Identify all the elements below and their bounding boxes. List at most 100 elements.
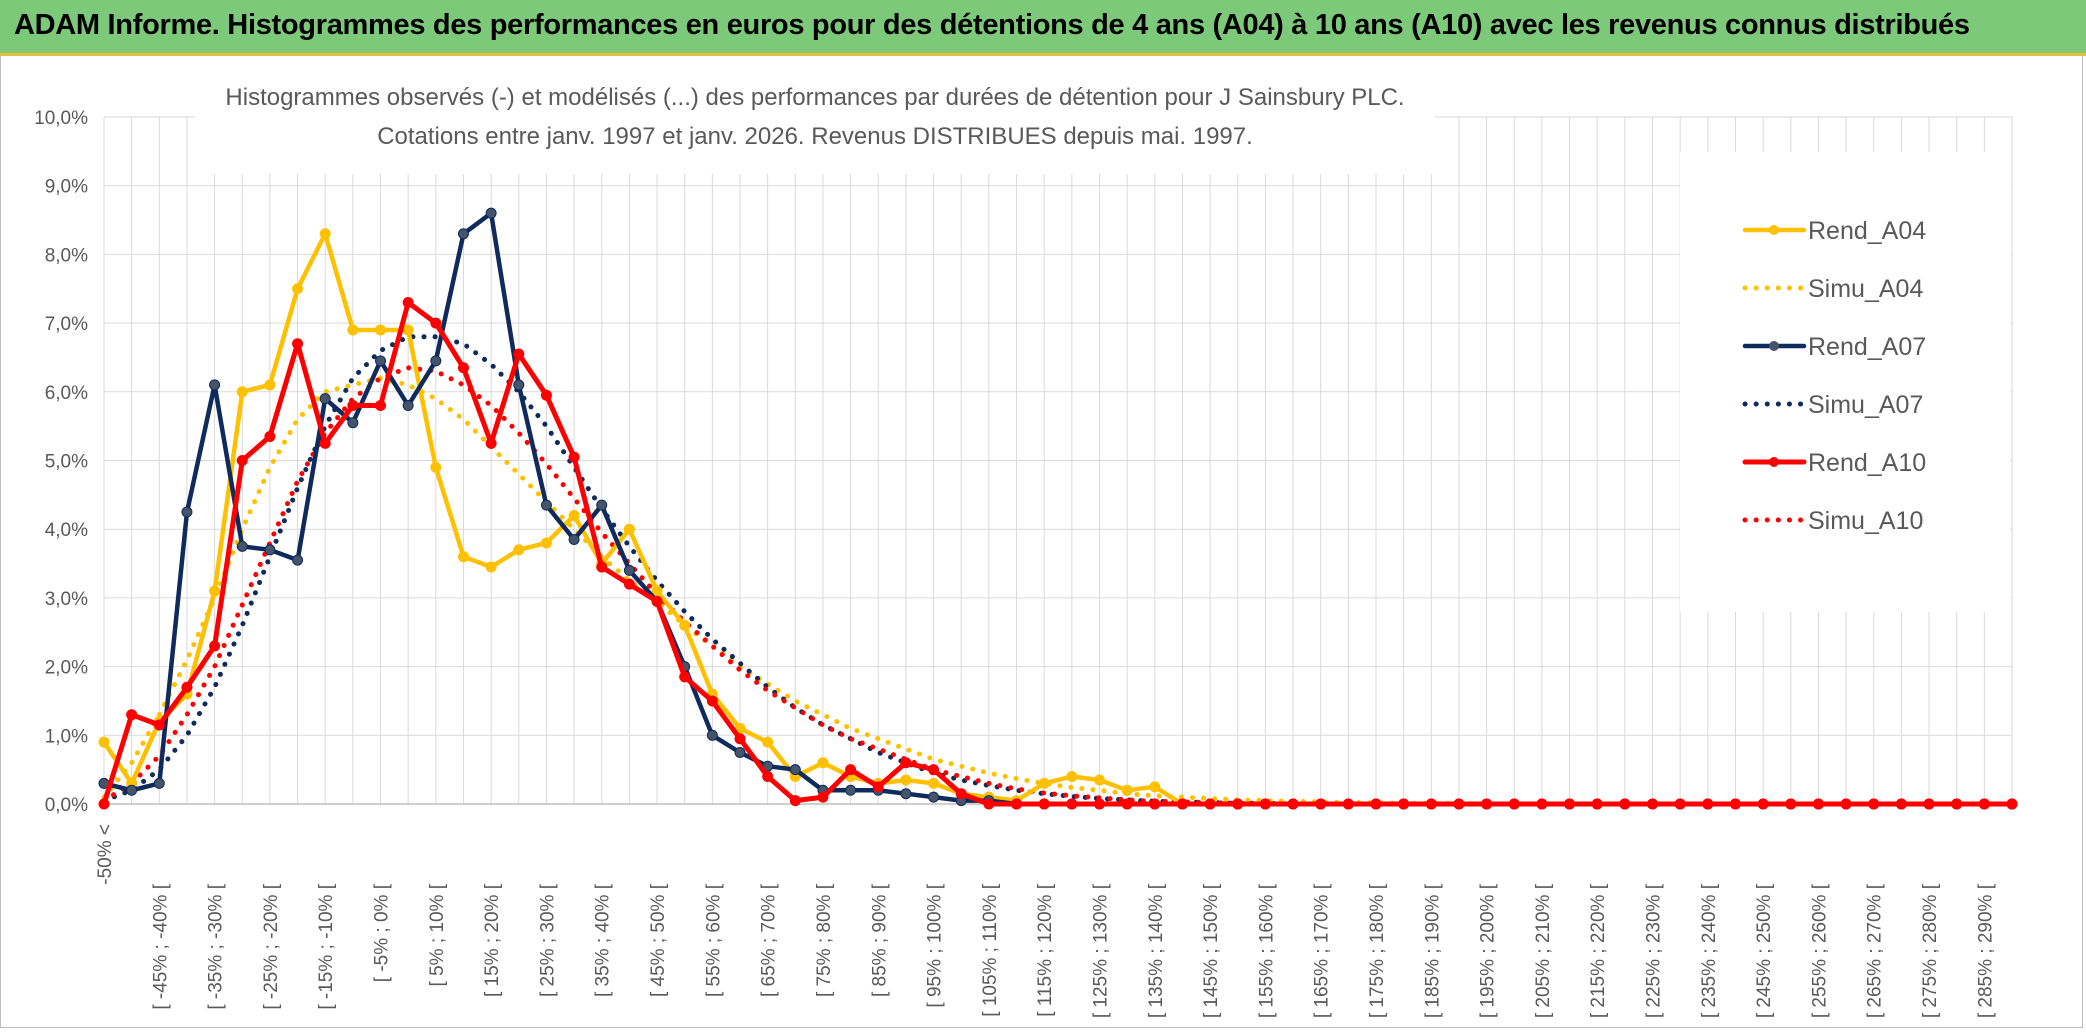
- data-point: [789, 795, 801, 807]
- data-point: [679, 671, 691, 683]
- legend-item: Rend_A07: [1742, 333, 1926, 361]
- data-point: [900, 774, 912, 786]
- data-point: [817, 757, 829, 769]
- data-point: [1342, 798, 1354, 810]
- data-point: [236, 455, 248, 466]
- data-point: [1923, 798, 1935, 810]
- data-point: [540, 499, 552, 511]
- data-point: [347, 417, 359, 429]
- x-tick-label: [ 85% ; 90% [: [869, 883, 890, 997]
- data-point: [596, 561, 608, 573]
- x-tick-label: [ 155% ; 160% [: [1256, 883, 1277, 1018]
- data-point: [1121, 784, 1133, 796]
- data-point: [375, 400, 387, 412]
- data-point: [485, 561, 497, 573]
- data-point: [1647, 798, 1659, 810]
- legend-item: Rend_A10: [1742, 449, 1926, 477]
- data-point: [1149, 798, 1161, 810]
- data-point: [651, 595, 663, 607]
- data-point: [1038, 798, 1050, 810]
- x-tick-label: [ 205% ; 210% [: [1533, 883, 1554, 1018]
- legend-label: Rend_A10: [1808, 449, 1926, 477]
- data-point: [817, 791, 829, 803]
- chart-title: Histogrammes observés (-) et modélisés (…: [225, 84, 1404, 111]
- legend-backdrop: [1680, 152, 2010, 612]
- data-point: [98, 736, 110, 748]
- data-point: [181, 506, 193, 518]
- y-axis: 0,0% 1,0% 2,0% 3,0% 4,0% 5,0% 6,0% 7,0% 8,0% 9,0%…: [34, 108, 2012, 816]
- data-point: [1066, 798, 1078, 810]
- y-tick-label: 6,0%: [45, 383, 88, 404]
- title-backdrop: [195, 74, 1435, 174]
- data-point: [1481, 798, 1493, 810]
- data-point: [1232, 798, 1244, 810]
- data-point: [1674, 798, 1686, 810]
- data-point: [845, 764, 857, 776]
- legend-swatch-marker: [1769, 341, 1779, 351]
- data-point: [181, 681, 193, 693]
- data-point: [734, 746, 746, 758]
- x-tick-label: [ 245% ; 250% [: [1754, 883, 1775, 1018]
- data-point: [126, 784, 138, 796]
- data-point: [513, 348, 525, 360]
- x-tick-label: [ 285% ; 290% [: [1975, 883, 1996, 1018]
- data-point: [153, 719, 165, 731]
- data-point: [1398, 798, 1410, 810]
- series-simu-a10: [101, 365, 2015, 807]
- data-point: [1840, 798, 1852, 810]
- data-point: [900, 788, 912, 800]
- series-line: [101, 365, 2015, 807]
- data-point: [375, 355, 387, 367]
- x-tick-label: [ 25% ; 30% [: [537, 883, 558, 997]
- data-point: [264, 430, 276, 442]
- x-tick-label: [ 265% ; 270% [: [1865, 883, 1886, 1018]
- data-point: [430, 355, 442, 367]
- data-point: [623, 564, 635, 576]
- data-point: [209, 585, 221, 597]
- data-point: [375, 324, 387, 336]
- data-point: [540, 389, 552, 401]
- data-point: [457, 362, 469, 374]
- data-point: [430, 317, 442, 329]
- legend-swatch-marker: [1769, 457, 1779, 467]
- legend-item: Simu_A04: [1742, 275, 1923, 303]
- data-point: [900, 757, 912, 769]
- x-tick-label: [ 235% ; 240% [: [1699, 883, 1720, 1018]
- data-point: [1204, 798, 1216, 810]
- chart-subtitle: Cotations entre janv. 1997 et janv. 2026…: [377, 123, 1253, 150]
- x-tick-label: [ 55% ; 60% [: [703, 883, 724, 997]
- x-tick-label: [ 185% ; 190% [: [1422, 883, 1443, 1018]
- data-point: [319, 228, 331, 240]
- x-tick-label: [ 195% ; 200% [: [1478, 883, 1499, 1018]
- data-point: [1149, 781, 1161, 793]
- data-point: [1453, 798, 1465, 810]
- data-point: [1895, 798, 1907, 810]
- x-tick-label: [ -5% ; 0% [: [372, 883, 393, 982]
- x-tick-label: [ 105% ; 110% [: [980, 883, 1001, 1016]
- data-point: [209, 379, 221, 391]
- x-axis: -50% < [ -45% ; -40% [[ -35% ; -30% [[ -2…: [95, 824, 1996, 1018]
- data-point: [457, 551, 469, 563]
- y-tick-label: 0,0%: [45, 795, 88, 816]
- x-tick-label: [ 75% ; 80% [: [814, 883, 835, 997]
- data-point: [485, 437, 497, 449]
- data-point: [457, 228, 469, 240]
- data-point: [568, 534, 580, 546]
- data-point: [762, 771, 774, 783]
- data-point: [485, 207, 497, 219]
- data-point: [1508, 798, 1520, 810]
- data-point: [679, 619, 691, 631]
- data-point: [292, 338, 304, 350]
- data-point: [1315, 798, 1327, 810]
- data-point: [1951, 798, 1963, 810]
- legend-item: Simu_A10: [1742, 507, 1923, 535]
- data-point: [568, 509, 580, 521]
- x-tick-label: [ 5% ; 10% [: [427, 883, 448, 986]
- data-point: [402, 324, 414, 336]
- data-point: [1259, 798, 1271, 810]
- y-tick-label: 7,0%: [45, 314, 88, 335]
- data-point: [98, 798, 110, 810]
- y-tick-label: 8,0%: [45, 245, 88, 266]
- data-point: [513, 379, 525, 391]
- series-line: [101, 300, 2015, 807]
